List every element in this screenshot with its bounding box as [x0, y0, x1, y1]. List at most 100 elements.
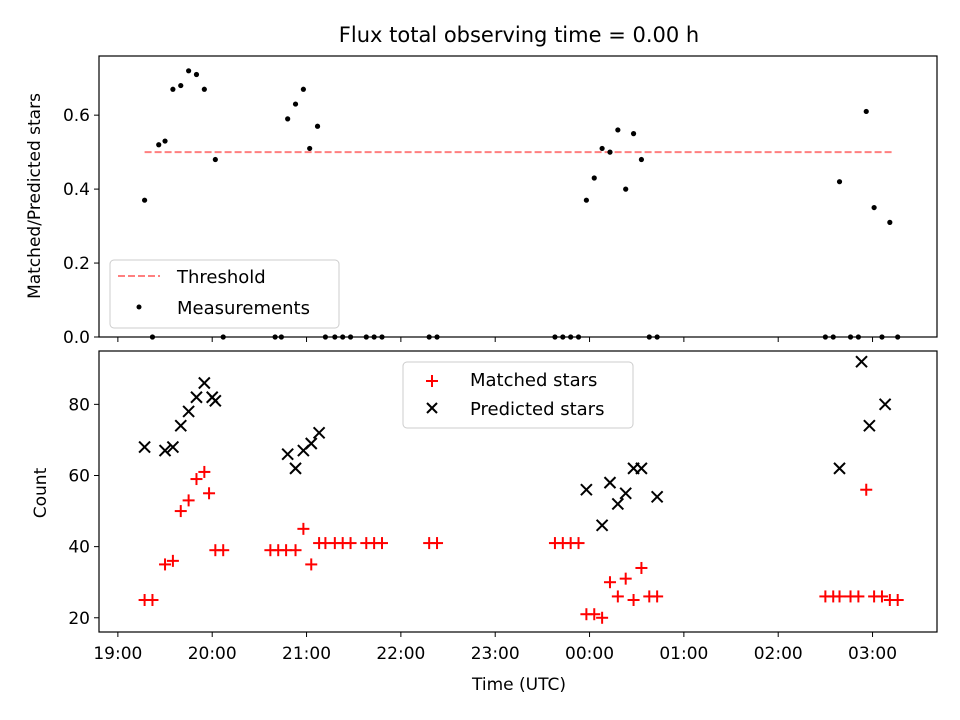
predicted-star-point: [312, 426, 326, 440]
matched-star-point: [297, 522, 310, 535]
measurement-point: [887, 219, 893, 225]
measurement-point: [201, 86, 207, 92]
predicted-star-point: [650, 490, 664, 504]
measurement-point: [307, 145, 313, 152]
measurement-point: [156, 142, 162, 148]
legend-measurements-swatch: [136, 304, 142, 310]
predicted-star-point: [619, 487, 632, 500]
bottom-y-tick-label: 20: [68, 609, 90, 629]
measurement-point: [340, 334, 346, 340]
matched-star-point: [166, 554, 179, 567]
measurement-point: [162, 138, 168, 144]
predicted-star-point: [595, 519, 609, 532]
predicted-star-point: [863, 419, 876, 432]
x-tick-label: 02:00: [754, 644, 803, 664]
bottom-y-axis-label: Count: [31, 467, 51, 518]
matched-star-point: [596, 611, 609, 624]
measurement-point: [871, 204, 877, 211]
predicted-star-point: [580, 483, 593, 496]
predicted-star-point: [174, 419, 187, 432]
matched-star-point: [203, 487, 216, 500]
matched-star-point: [875, 590, 888, 603]
matched-star-point: [603, 576, 616, 589]
measurement-point: [314, 123, 321, 129]
measurement-point: [830, 334, 836, 340]
bottom-legend: Matched stars Predicted stars: [402, 361, 634, 429]
measurement-point: [638, 156, 645, 163]
measurement-point: [568, 334, 574, 340]
matched-star-point: [852, 590, 865, 603]
predicted-star-point: [611, 497, 625, 511]
measurement-point: [863, 108, 869, 115]
measurement-point: [654, 334, 660, 340]
measurement-point: [591, 175, 597, 181]
matched-star-point: [217, 544, 230, 557]
measurement-point: [285, 116, 291, 122]
measurement-point: [623, 186, 629, 192]
measurement-point: [186, 68, 192, 74]
measurement-point: [583, 197, 589, 203]
measurement-point: [615, 127, 621, 133]
measurement-point: [575, 334, 582, 340]
measurement-point: [607, 149, 613, 155]
measurement-point: [630, 131, 637, 137]
matched-star-point: [619, 572, 632, 585]
matched-star-point: [174, 505, 187, 518]
measurement-point: [434, 334, 440, 340]
legend-matched-swatch: [426, 375, 438, 387]
predicted-star-point: [209, 394, 222, 408]
x-tick-label: 00:00: [565, 644, 614, 664]
predicted-star-point: [198, 376, 211, 390]
bottom-y-tick-label: 80: [68, 395, 90, 415]
measurement-point: [363, 334, 369, 340]
x-tick-label: 19:00: [93, 644, 142, 664]
matched-star-point: [588, 608, 601, 621]
measurement-point: [300, 86, 306, 92]
bottom-axes-frame: [98, 350, 938, 633]
predicted-star-point: [138, 440, 151, 454]
measurement-point: [178, 82, 184, 89]
predicted-star-point: [305, 437, 318, 450]
predicted-star-point: [281, 447, 294, 461]
matched-star-point: [611, 590, 624, 603]
bottom-y-tick-label: 40: [68, 538, 90, 558]
bottom-y-tick-label: 60: [68, 466, 90, 486]
measurement-point: [193, 71, 200, 78]
top-legend: Threshold Measurements: [109, 259, 340, 329]
x-tick-label: 01:00: [659, 644, 708, 664]
matched-star-point: [146, 593, 159, 606]
matched-star-point: [182, 494, 195, 507]
top-axes-frame: [98, 55, 938, 338]
predicted-star-point: [289, 462, 302, 475]
top-y-tick-label: 0.4: [63, 180, 90, 200]
predicted-star-point: [190, 391, 203, 404]
matched-star-point: [376, 537, 389, 550]
top-y-tick-label: 0.0: [63, 328, 90, 348]
measurement-point: [141, 197, 148, 203]
matched-star-point: [833, 590, 846, 603]
measurement-point: [836, 179, 843, 185]
predicted-star-point: [878, 398, 892, 411]
x-tick-label: 21:00: [282, 644, 331, 664]
measurement-point: [347, 334, 354, 340]
matched-star-point: [572, 537, 585, 550]
matched-star-point: [635, 561, 648, 574]
measurement-point: [292, 101, 299, 107]
matched-star-point: [190, 473, 203, 486]
x-tick-label: 03:00: [848, 644, 897, 664]
top-legend-box: [109, 259, 340, 329]
predicted-star-point: [182, 405, 195, 418]
bottom-plot: 19:00 20:00 21:00 22:00 23:00 00:00 01:00 02:00…: [68, 350, 938, 664]
measurement-point: [879, 334, 885, 340]
measurement-point: [895, 334, 901, 340]
bottom-legend-box: [402, 361, 634, 429]
measurement-point: [272, 334, 278, 340]
matched-star-point: [431, 537, 444, 550]
legend-predicted-label: Predicted stars: [470, 399, 604, 420]
legend-matched-label: Matched stars: [470, 370, 597, 391]
measurement-point: [322, 334, 329, 340]
matched-star-point: [305, 558, 318, 571]
measurement-point: [855, 334, 861, 340]
